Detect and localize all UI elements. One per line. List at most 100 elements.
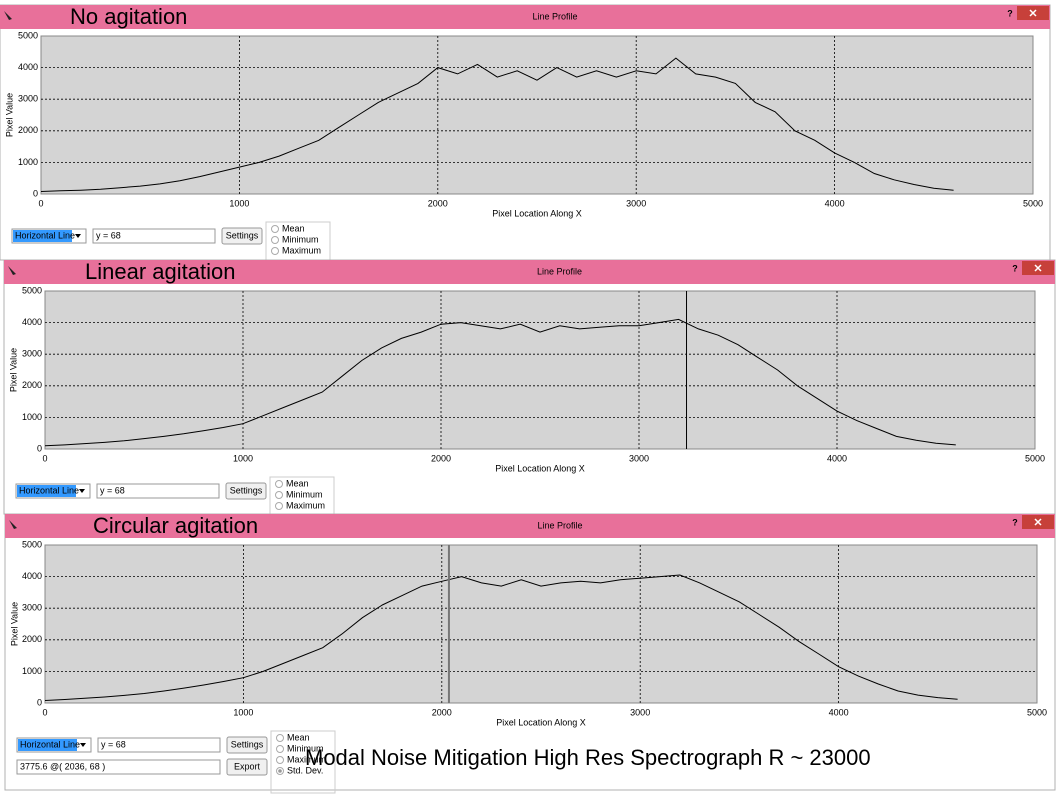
readout-box xyxy=(16,759,221,775)
x-axis-label: Pixel Location Along X xyxy=(496,717,586,727)
field-box[interactable] xyxy=(96,483,220,499)
y-tick-label: 2000 xyxy=(22,380,42,390)
close-icon xyxy=(1034,264,1042,272)
window-title: Line Profile xyxy=(537,266,582,276)
dropdown-arrow xyxy=(79,489,85,493)
radio-option[interactable]: Maximum xyxy=(271,245,322,255)
dropdown-text: Horizontal Line xyxy=(15,230,75,240)
window-label: Linear agitation xyxy=(85,259,235,284)
mode-dropdown[interactable]: Horizontal Line xyxy=(15,483,91,499)
radio-circle xyxy=(276,756,284,764)
x-tick-label: 0 xyxy=(38,198,43,208)
x-tick-label: 1000 xyxy=(233,453,253,463)
x-axis-label: Pixel Location Along X xyxy=(492,208,582,218)
radio-option[interactable]: Mean xyxy=(271,223,305,233)
button[interactable]: Settings xyxy=(221,227,263,245)
y-axis-label: Pixel Value xyxy=(4,93,14,137)
close-icon xyxy=(1034,518,1042,526)
x-tick-label: 0 xyxy=(42,453,47,463)
radio-label: Minimum xyxy=(286,489,323,499)
y-tick-label: 1000 xyxy=(22,412,42,422)
radio-option[interactable]: Minimum xyxy=(275,489,323,499)
x-tick-label: 0 xyxy=(42,707,47,717)
dropdown-arrow xyxy=(75,234,81,238)
x-tick-label: 4000 xyxy=(825,198,845,208)
button-text: Export xyxy=(234,761,261,771)
radio-circle xyxy=(275,491,283,499)
radio-circle xyxy=(275,480,283,488)
radio-option[interactable]: Minimum xyxy=(276,743,324,753)
dropdown-selection xyxy=(13,230,72,242)
radio-circle xyxy=(271,236,279,244)
button[interactable]: Settings xyxy=(226,736,268,754)
title-bar xyxy=(5,514,1055,538)
radio-label: Minimum xyxy=(287,743,324,753)
x-tick-label: 2000 xyxy=(431,453,451,463)
field-text: y = 68 xyxy=(101,739,126,749)
radio-circle xyxy=(271,247,279,255)
x-tick-label: 3000 xyxy=(626,198,646,208)
y-tick-label: 4000 xyxy=(22,317,42,327)
x-tick-label: 5000 xyxy=(1027,707,1047,717)
window-title: Line Profile xyxy=(537,520,582,530)
mode-dropdown[interactable]: Horizontal Line xyxy=(16,737,92,753)
radio-option[interactable]: Mean xyxy=(276,732,310,742)
close-button[interactable] xyxy=(1022,261,1054,275)
x-tick-label: 5000 xyxy=(1023,198,1043,208)
radio-label: Mean xyxy=(282,223,305,233)
options-group xyxy=(270,730,336,794)
radio-label: Mean xyxy=(287,732,310,742)
x-axis-label: Pixel Location Along X xyxy=(495,463,585,473)
radio-option[interactable]: Std. Dev. xyxy=(276,765,324,775)
title-bar xyxy=(0,5,1050,29)
radio-option[interactable]: Maximum xyxy=(276,754,327,764)
button-box xyxy=(225,482,267,500)
mode-dropdown[interactable]: Horizontal Line xyxy=(11,228,87,244)
field-text: y = 68 xyxy=(96,230,121,240)
x-tick-label: 2000 xyxy=(432,707,452,717)
button-text: Settings xyxy=(231,739,264,749)
x-tick-label: 4000 xyxy=(827,453,847,463)
help-button[interactable]: ? xyxy=(1012,263,1018,273)
close-button[interactable] xyxy=(1017,6,1049,20)
dropdown-selection xyxy=(18,739,77,751)
x-tick-label: 1000 xyxy=(229,198,249,208)
close-button[interactable] xyxy=(1022,515,1054,529)
field-box[interactable] xyxy=(97,737,221,753)
radio-dot xyxy=(278,769,282,773)
window-label: Circular agitation xyxy=(93,513,258,538)
field-box[interactable] xyxy=(92,228,216,244)
y-axis-label: Pixel Value xyxy=(9,602,19,646)
profile-line xyxy=(44,574,958,701)
y-tick-label: 5000 xyxy=(22,285,42,295)
y-tick-label: 1000 xyxy=(18,157,38,167)
radio-option[interactable]: Mean xyxy=(275,478,309,488)
window: Line Profile Linear agitation ? 0 1000 2000 30… xyxy=(3,259,1056,540)
dropdown-selection xyxy=(17,485,76,497)
radio-option[interactable]: Minimum xyxy=(271,234,319,244)
help-button[interactable]: ? xyxy=(1007,8,1013,18)
y-tick-label: 5000 xyxy=(22,539,42,549)
radio-circle xyxy=(276,734,284,742)
window-title: Line Profile xyxy=(532,11,577,21)
radio-circle xyxy=(276,745,284,753)
button[interactable]: Export xyxy=(226,758,268,776)
radio-label: Minimum xyxy=(282,234,319,244)
y-tick-label: 0 xyxy=(37,443,42,453)
button-box xyxy=(221,227,263,245)
field-text: y = 68 xyxy=(100,485,125,495)
button-box xyxy=(226,758,268,776)
radio-circle xyxy=(271,225,279,233)
radio-option[interactable]: Maximum xyxy=(275,500,326,510)
y-tick-label: 2000 xyxy=(22,634,42,644)
y-axis-label: Pixel Value xyxy=(8,348,18,392)
y-tick-label: 1000 xyxy=(22,666,42,676)
x-tick-label: 1000 xyxy=(233,707,253,717)
y-tick-label: 0 xyxy=(37,697,42,707)
dropdown-text: Horizontal Line xyxy=(20,739,80,749)
x-tick-label: 3000 xyxy=(629,453,649,463)
button[interactable]: Settings xyxy=(225,482,267,500)
help-button[interactable]: ? xyxy=(1012,517,1018,527)
button-box xyxy=(226,736,268,754)
